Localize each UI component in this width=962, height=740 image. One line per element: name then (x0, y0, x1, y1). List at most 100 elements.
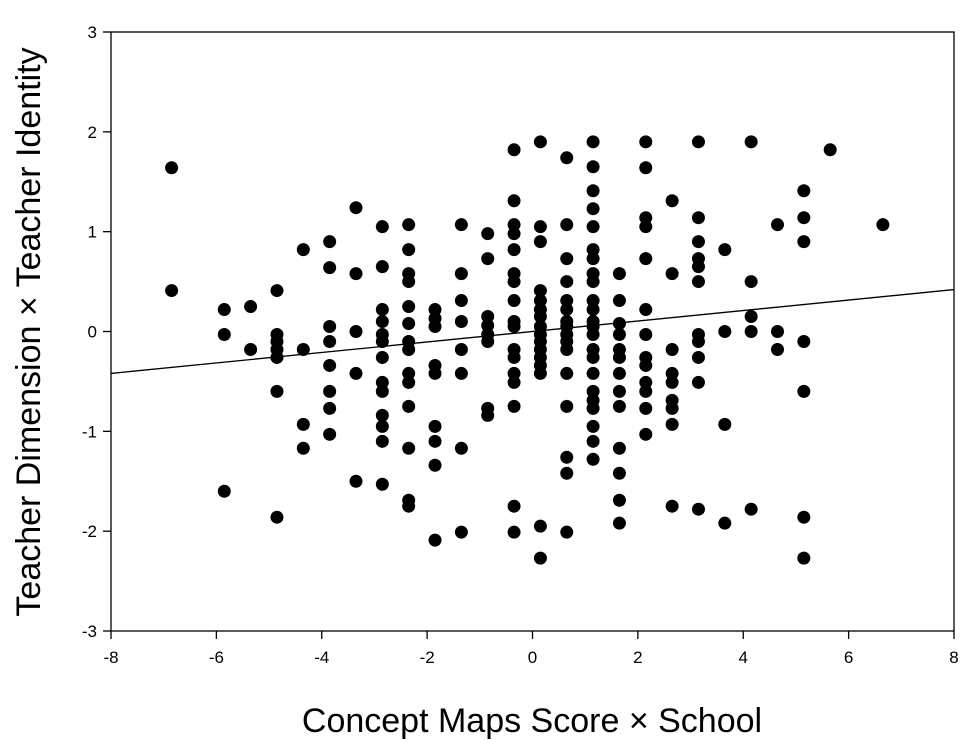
data-point (375, 375, 389, 389)
data-point (744, 275, 758, 289)
data-point (533, 294, 547, 308)
axis-ticks: -8 -6 -4 -2 0 2 4 6 8 3 2 1 0 -1 -2 -3 (82, 23, 959, 667)
data-point (665, 499, 679, 513)
data-point (691, 211, 705, 225)
data-point (639, 358, 653, 372)
data-point (402, 342, 416, 356)
data-point (639, 161, 653, 175)
data-point (375, 220, 389, 234)
data-point (691, 350, 705, 364)
data-point (375, 408, 389, 422)
data-point (507, 227, 521, 241)
data-point (560, 151, 574, 165)
data-point (560, 525, 574, 539)
y-tick-label: -2 (82, 522, 97, 541)
data-point (428, 533, 442, 547)
data-point (165, 284, 179, 298)
data-point (296, 441, 310, 455)
data-point (375, 315, 389, 329)
data-point (323, 235, 337, 249)
data-point (586, 366, 600, 380)
data-point (691, 235, 705, 249)
data-point (612, 384, 626, 398)
data-point (560, 450, 574, 464)
data-point (507, 243, 521, 257)
data-point (586, 160, 600, 174)
data-point (375, 334, 389, 348)
data-point (428, 320, 442, 334)
data-point (639, 303, 653, 317)
data-point (454, 366, 468, 380)
data-point (244, 300, 258, 314)
data-point (586, 202, 600, 216)
data-point (375, 477, 389, 491)
y-tick-label: 0 (88, 323, 97, 342)
data-point (744, 310, 758, 324)
data-point (323, 384, 337, 398)
data-point (797, 551, 811, 565)
data-point (639, 384, 653, 398)
data-point (323, 334, 337, 348)
data-point (718, 325, 732, 338)
x-tick-label: -4 (314, 648, 329, 667)
x-tick-label: 6 (844, 648, 853, 667)
data-point (586, 135, 600, 149)
data-point (402, 317, 416, 331)
data-point (481, 319, 495, 333)
trend-line (110, 288, 955, 375)
data-point (797, 510, 811, 524)
data-point (375, 384, 389, 398)
data-point (507, 375, 521, 389)
data-point (533, 310, 547, 324)
data-point (612, 350, 626, 364)
y-tick-label: 1 (88, 223, 97, 242)
data-point (402, 243, 416, 257)
data-point (665, 375, 679, 389)
data-point (507, 294, 521, 308)
data-point (454, 525, 468, 539)
data-point (612, 466, 626, 480)
data-point (770, 218, 784, 232)
data-point (217, 303, 231, 317)
data-point (612, 399, 626, 413)
data-point (797, 235, 811, 249)
data-point (718, 417, 732, 431)
data-point (691, 502, 705, 516)
data-point (744, 502, 758, 516)
data-point (612, 441, 626, 455)
x-axis-title: Concept Maps Score × School (302, 702, 762, 740)
data-point (560, 275, 574, 289)
data-point (691, 375, 705, 389)
data-point (375, 260, 389, 274)
data-point (612, 516, 626, 530)
data-point (454, 315, 468, 329)
data-point (586, 350, 600, 364)
data-point (560, 466, 574, 480)
data-point (454, 294, 468, 308)
x-tick-label: 2 (633, 648, 642, 667)
data-point (454, 441, 468, 455)
data-point (296, 342, 310, 356)
data-point (612, 267, 626, 281)
data-point (217, 484, 231, 498)
data-point (507, 499, 521, 513)
data-point (375, 419, 389, 433)
data-point (639, 375, 653, 389)
data-point (402, 499, 416, 513)
data-point (507, 143, 521, 157)
data-point (454, 218, 468, 232)
x-tick-label: 0 (528, 648, 537, 667)
data-point (481, 334, 495, 348)
x-tick-label: 8 (949, 648, 958, 667)
data-point (428, 434, 442, 448)
data-point (586, 303, 600, 317)
data-point (375, 434, 389, 448)
data-point (797, 384, 811, 398)
data-point (402, 375, 416, 389)
data-point (533, 235, 547, 249)
data-point (744, 135, 758, 149)
data-point (718, 243, 732, 257)
data-point (533, 135, 547, 149)
data-point (270, 384, 284, 398)
